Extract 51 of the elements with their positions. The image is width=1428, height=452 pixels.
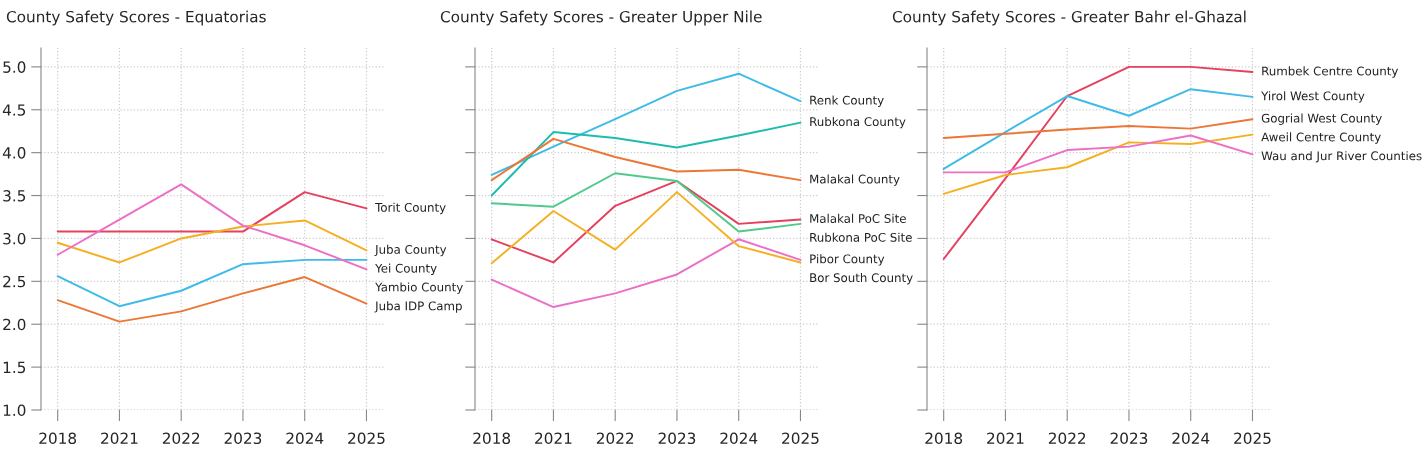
series-label: Yambio County xyxy=(375,282,463,294)
x-tick-label: 2023 xyxy=(224,432,262,445)
x-tick-label: 2024 xyxy=(1172,432,1210,445)
line-series xyxy=(56,258,368,308)
x-tick-label: 2022 xyxy=(162,432,200,445)
x-tick-label: 2021 xyxy=(535,432,572,445)
x-tick-label: 2022 xyxy=(596,432,634,445)
series-label: Gogrial West County xyxy=(1261,113,1382,125)
y-tick-label: 3.0 xyxy=(3,232,26,245)
series-label: Torit County xyxy=(375,202,446,215)
series-label: Rumbek Centre County xyxy=(1262,66,1399,78)
line-series xyxy=(56,219,368,264)
x-tick-label: 2025 xyxy=(348,432,385,445)
x-tick-label: 2025 xyxy=(1234,432,1271,445)
series-label: Rubkona PoC Site xyxy=(810,232,912,242)
series-label: Juba County xyxy=(374,244,447,257)
series-label: Renk County xyxy=(810,95,884,107)
x-tick-label: 2024 xyxy=(286,432,324,445)
y-tick-label: 1.0 xyxy=(3,404,26,417)
series-label: Malakal PoC Site xyxy=(810,213,906,223)
x-tick-label: 2021 xyxy=(101,432,138,445)
series-label: Juba IDP Camp xyxy=(374,301,462,313)
x-tick-label: 2018 xyxy=(39,432,77,445)
series-label: Aweil Centre County xyxy=(1261,132,1381,144)
x-tick-label: 2018 xyxy=(473,432,511,445)
chart-title: County Safety Scores - Greater Upper Nile xyxy=(440,10,762,26)
series-label: Pibor County xyxy=(810,254,885,266)
x-tick-label: 2023 xyxy=(1110,432,1148,445)
series-label: Bor South County xyxy=(810,272,913,285)
x-tick-label: 2021 xyxy=(987,432,1024,445)
x-tick-label: 2018 xyxy=(925,432,963,445)
series-label: Malakal County xyxy=(810,174,900,186)
x-tick-label: 2023 xyxy=(658,432,696,445)
series-label: Rubkona County xyxy=(810,116,906,129)
y-tick-label: 4.5 xyxy=(2,104,26,116)
y-tick-label: 2.5 xyxy=(3,275,26,288)
y-tick-label: 2.0 xyxy=(3,318,26,331)
series-label: Wau and Jur River Counties xyxy=(1261,151,1422,163)
series-label: Yei County xyxy=(375,263,437,275)
y-tick-label: 1.5 xyxy=(3,361,26,374)
y-tick-label: 5.0 xyxy=(3,61,26,73)
line-series xyxy=(56,276,368,323)
x-tick-label: 2022 xyxy=(1048,432,1086,445)
line-series xyxy=(56,183,368,271)
series-label: Yirol West County xyxy=(1261,91,1365,103)
chart-title: County Safety Scores - Equatorias xyxy=(6,10,266,26)
y-tick-label: 3.5 xyxy=(3,190,26,202)
x-tick-label: 2024 xyxy=(720,432,758,445)
y-tick-label: 4.0 xyxy=(2,147,26,159)
chart-title: County Safety Scores - Greater Bahr el-Ghazal xyxy=(892,10,1246,26)
x-tick-label: 2025 xyxy=(782,432,819,445)
